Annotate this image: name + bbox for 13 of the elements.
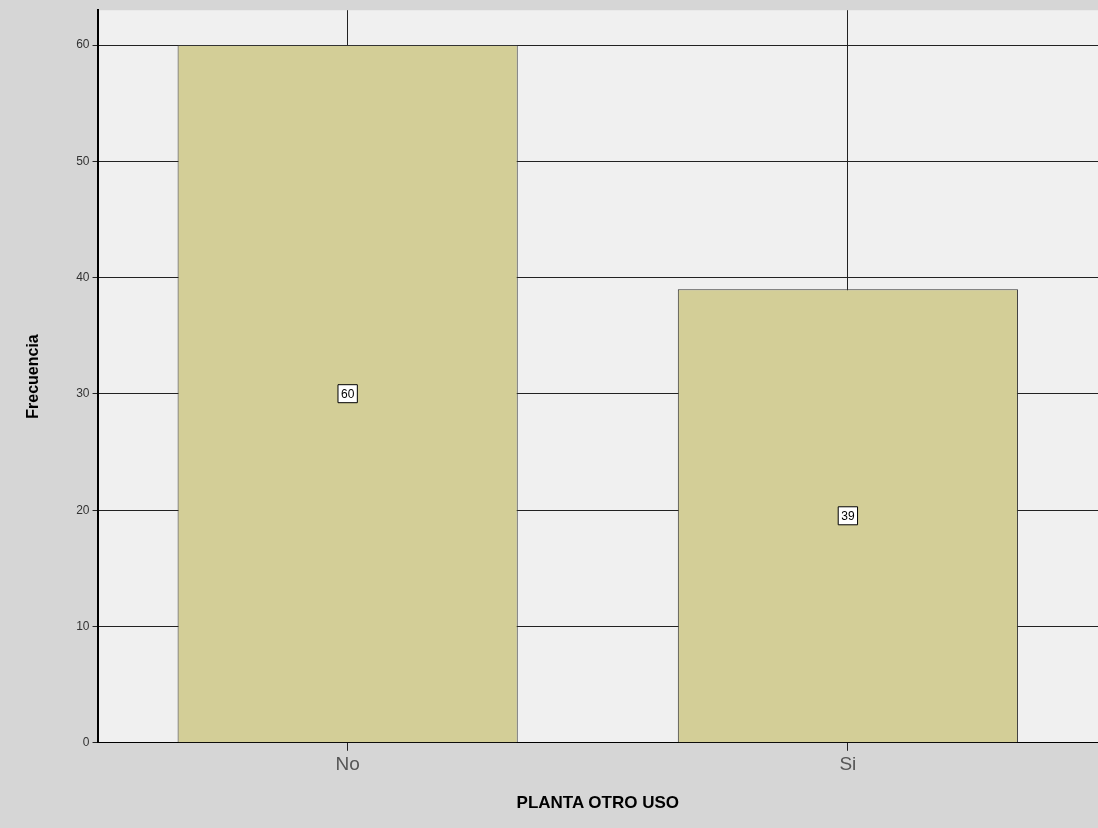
- x-tick-label: No: [335, 753, 360, 775]
- x-axis-title: PLANTA OTRO USO: [516, 793, 679, 813]
- y-tick-label: 60: [76, 37, 90, 52]
- y-axis-title: Frecuencia: [24, 334, 42, 419]
- y-tick-label: 0: [82, 735, 90, 750]
- y-tick-label: 40: [76, 269, 90, 284]
- y-tick-label: 30: [76, 386, 90, 401]
- x-tick-label: Si: [839, 753, 857, 775]
- data-label: 39: [841, 509, 855, 524]
- y-tick-label: 10: [76, 618, 90, 633]
- y-tick-label: 20: [76, 502, 90, 517]
- y-tick-label: 50: [76, 153, 90, 168]
- data-label: 60: [340, 387, 355, 402]
